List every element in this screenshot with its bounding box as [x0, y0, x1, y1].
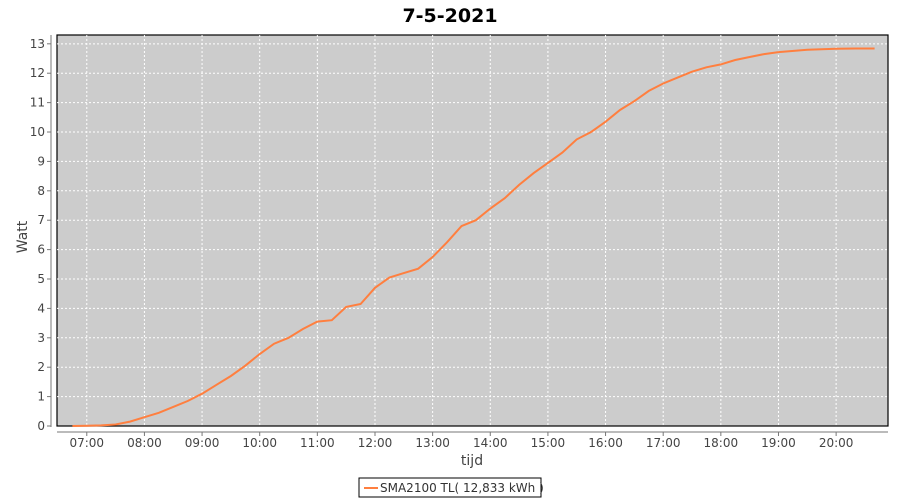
- x-tick-label: 16:00: [588, 436, 623, 450]
- chart-title: 7-5-2021: [402, 5, 497, 27]
- x-tick-label: 15:00: [531, 436, 566, 450]
- y-tick-label: 1: [37, 390, 45, 404]
- y-tick-label: 11: [30, 96, 45, 110]
- x-tick-label: 19:00: [761, 436, 796, 450]
- y-tick-label: 7: [37, 213, 45, 227]
- y-tick-label: 3: [37, 331, 45, 345]
- grid: [57, 35, 888, 426]
- x-tick-label: 20:00: [819, 436, 854, 450]
- plot-area: [56, 34, 889, 427]
- y-axis-label: Watt: [15, 220, 31, 253]
- y-tick-label: 2: [37, 360, 45, 374]
- x-tick-label: 07:00: [69, 436, 104, 450]
- y-tick-label: 0: [37, 419, 45, 433]
- legend-label: SMA2100 TL( 12,833 kWh ): [380, 481, 544, 495]
- x-tick-label: 10:00: [242, 436, 277, 450]
- legend-box: [358, 477, 542, 498]
- y-tick-label: 5: [37, 272, 45, 286]
- y-tick-label: 13: [30, 37, 45, 51]
- y-tick-label: 8: [37, 184, 45, 198]
- x-tick-label: 17:00: [646, 436, 681, 450]
- y-tick-label: 6: [37, 243, 45, 257]
- x-tick-label: 08:00: [127, 436, 162, 450]
- x-tick-label: 18:00: [704, 436, 739, 450]
- y-tick-label: 12: [30, 66, 45, 80]
- legend: SMA2100 TL( 12,833 kWh ): [358, 477, 544, 498]
- y-tick-label: 9: [37, 154, 45, 168]
- x-tick-label: 11:00: [300, 436, 335, 450]
- x-tick-label: 09:00: [185, 436, 220, 450]
- x-axis-ticks: 07:00 08:00 09:00 10:00 11:00 12:00 13:00 14:00…: [69, 432, 853, 450]
- x-axis-label: tijd: [461, 453, 483, 469]
- x-tick-label: 13:00: [415, 436, 450, 450]
- series-line: [72, 47, 875, 427]
- y-tick-label: 4: [37, 301, 45, 315]
- x-tick-label: 14:00: [473, 436, 508, 450]
- x-tick-label: 12:00: [358, 436, 393, 450]
- y-tick-label: 10: [30, 125, 45, 139]
